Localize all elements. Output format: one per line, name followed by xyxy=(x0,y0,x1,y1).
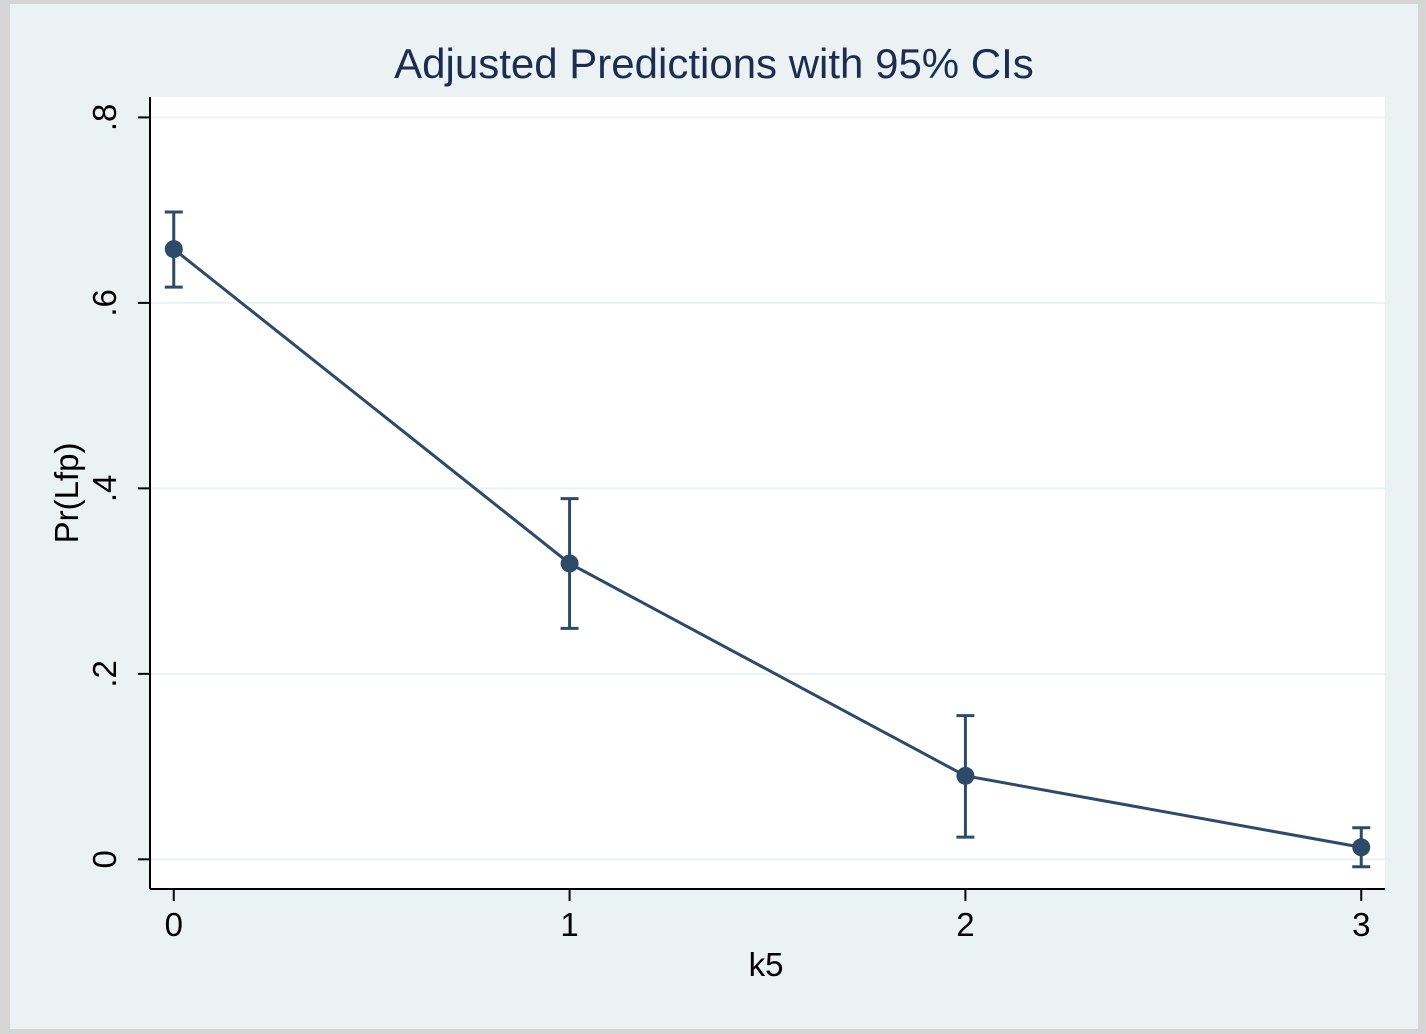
plot-area xyxy=(150,97,1385,889)
y-tick-label: .4 xyxy=(86,475,123,503)
data-point xyxy=(164,240,183,259)
x-tick-label: 2 xyxy=(956,906,974,943)
series xyxy=(164,210,1371,869)
x-axis-label: k5 xyxy=(749,946,784,983)
y-tick-label: .2 xyxy=(86,660,123,688)
data-point xyxy=(956,766,975,785)
y-axis-label: Pr(Lfp) xyxy=(48,443,85,544)
y-tick-label: .8 xyxy=(86,104,123,132)
series-line xyxy=(172,247,1362,849)
x-tick-label: 1 xyxy=(560,906,578,943)
x-tick-label: 3 xyxy=(1352,906,1370,943)
gridlines xyxy=(150,116,1385,861)
data-point xyxy=(560,554,579,573)
data-point xyxy=(1352,838,1371,857)
axes xyxy=(149,97,1385,890)
y-tick-label: .6 xyxy=(86,289,123,317)
chart-title: Adjusted Predictions with 95% CIs xyxy=(394,40,1034,87)
y-tick-label: 0 xyxy=(86,850,123,868)
tick-marks: 0 .2 .4 .6 .8 0 1 2 3 xyxy=(86,104,1370,943)
x-tick-label: 0 xyxy=(165,906,183,943)
